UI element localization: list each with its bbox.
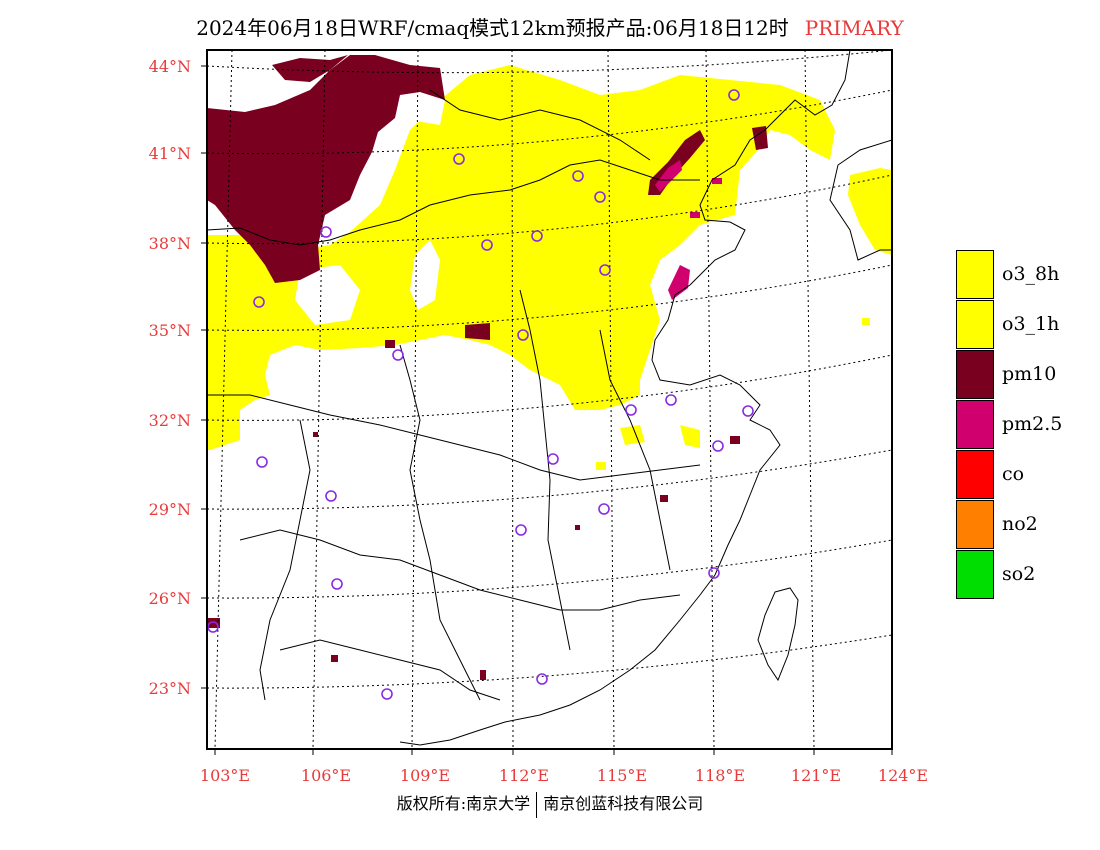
station-marker	[547, 453, 559, 465]
legend-swatch	[956, 349, 994, 399]
copyright-left: 版权所有:南京大学	[396, 794, 531, 813]
lon-label: 115°E	[597, 766, 647, 785]
legend-label: co	[1002, 463, 1025, 485]
coastline-northeast	[829, 139, 892, 261]
pm25-coverage	[655, 160, 722, 300]
station-marker	[594, 191, 606, 203]
station-marker	[325, 490, 337, 502]
station-marker	[381, 688, 393, 700]
legend-item: o3_8h	[956, 249, 1062, 299]
coastline-east	[399, 50, 851, 746]
province-border-6	[599, 329, 671, 571]
legend-swatch	[956, 499, 994, 549]
boundaries	[207, 50, 892, 746]
lat-label: 44°N	[149, 57, 191, 76]
legend-item: so2	[956, 549, 1062, 599]
lat-label: 32°N	[149, 411, 191, 430]
legend-swatch	[956, 399, 994, 449]
station-marker	[625, 404, 637, 416]
legend-label: pm10	[1002, 363, 1057, 385]
station-marker	[708, 567, 720, 579]
station-marker	[572, 170, 584, 182]
longitude-labels: 103°E 106°E 109°E 112°E 115°E 118°E 121°…	[200, 766, 928, 785]
station-marker	[598, 503, 610, 515]
taiwan-outline	[757, 587, 799, 682]
lon-label: 124°E	[878, 766, 928, 785]
lon-label: 121°E	[791, 766, 841, 785]
legend-label: o3_1h	[1002, 313, 1060, 335]
footer-divider	[536, 791, 538, 818]
station-marker	[531, 230, 543, 242]
map-area	[207, 50, 892, 749]
legend-item: pm10	[956, 349, 1062, 399]
province-border-7	[259, 419, 311, 701]
station-marker	[256, 456, 268, 468]
legend-item: co	[956, 449, 1062, 499]
legend-item: pm2.5	[956, 399, 1062, 449]
station-marker	[453, 153, 465, 165]
latitude-labels: 44°N 41°N 38°N 35°N 32°N 29°N 26°N 23°N	[149, 57, 191, 698]
graticule	[207, 50, 892, 749]
lon-label: 109°E	[400, 766, 450, 785]
station-marker	[392, 349, 404, 361]
station-marker	[517, 329, 529, 341]
copyright-right: 南京创蓝科技有限公司	[543, 794, 704, 813]
map-frame	[206, 49, 893, 750]
lon-label: 106°E	[301, 766, 351, 785]
legend-swatch	[956, 299, 994, 349]
station-marker	[331, 578, 343, 590]
lat-label: 26°N	[149, 589, 191, 608]
legend-item: no2	[956, 499, 1062, 549]
legend-swatch	[956, 549, 994, 599]
lat-label: 29°N	[149, 500, 191, 519]
province-border-8	[429, 89, 651, 161]
station-marker	[515, 524, 527, 536]
lat-label: 35°N	[149, 321, 191, 340]
lon-label: 103°E	[200, 766, 250, 785]
map-title: 2024年06月18日WRF/cmaq模式12km预报产品:06月18日12时 P…	[0, 12, 1100, 41]
station-marker	[536, 673, 548, 685]
legend-label: no2	[1002, 513, 1038, 535]
province-border-2	[207, 394, 701, 481]
title-text: 2024年06月18日WRF/cmaq模式12km预报产品:06月18日12时	[196, 16, 789, 40]
station-markers	[207, 89, 754, 700]
legend-swatch	[956, 249, 994, 299]
lat-label: 41°N	[149, 144, 191, 163]
province-border-5	[519, 289, 571, 651]
province-border-3	[239, 529, 681, 611]
legend-label: so2	[1002, 563, 1036, 585]
lon-label: 112°E	[499, 766, 549, 785]
station-marker	[481, 239, 493, 251]
station-marker	[712, 440, 724, 452]
station-marker	[253, 296, 265, 308]
copyright-footer: 版权所有:南京大学 南京创蓝科技有限公司	[0, 790, 1100, 818]
legend-label: o3_8h	[1002, 263, 1060, 285]
station-marker	[599, 264, 611, 276]
legend-item: o3_1h	[956, 299, 1062, 349]
lon-label: 118°E	[695, 766, 745, 785]
province-border-4	[399, 344, 481, 701]
primary-tag: PRIMARY	[804, 16, 904, 40]
province-border-1	[207, 159, 700, 246]
station-marker	[728, 89, 740, 101]
legend-label: pm2.5	[1002, 413, 1063, 435]
station-marker	[742, 405, 754, 417]
province-border-9	[279, 639, 501, 701]
station-marker	[665, 394, 677, 406]
tick-marks	[201, 65, 893, 755]
lat-label: 38°N	[149, 234, 191, 253]
station-marker	[320, 226, 332, 238]
legend-swatch	[956, 449, 994, 499]
pollutant-legend: o3_8h o3_1h pm10 pm2.5 co no2 so2	[956, 249, 1062, 599]
lat-label: 23°N	[149, 679, 191, 698]
